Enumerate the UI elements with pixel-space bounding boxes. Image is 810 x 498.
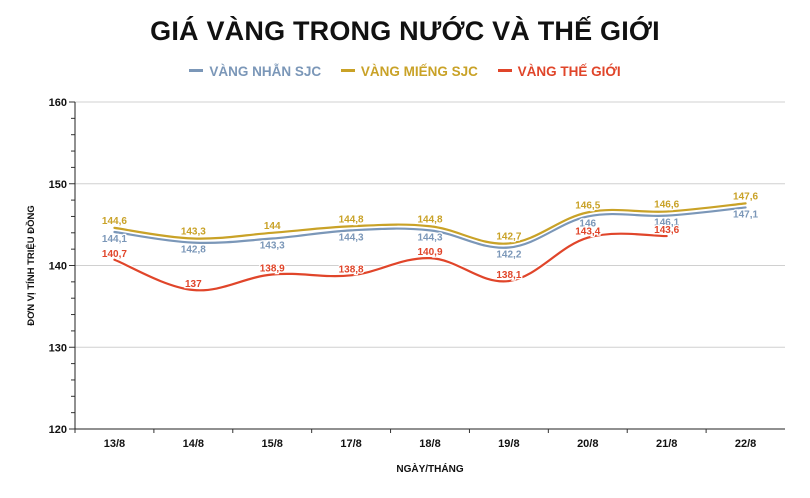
x-tick-label: 21/8 (656, 438, 677, 450)
x-tick-label: 19/8 (498, 438, 519, 450)
data-label: 143,6 (654, 225, 679, 236)
data-label: 144,8 (417, 214, 442, 225)
data-label: 144,6 (102, 216, 127, 227)
y-tick-label: 160 (49, 97, 67, 109)
y-tick-label: 130 (49, 342, 67, 354)
x-tick-label: 18/8 (419, 438, 440, 450)
legend-item-mieng-sjc: VÀNG MIẾNG SJC (340, 64, 478, 79)
x-tick-label: 14/8 (183, 438, 204, 450)
x-axis-title: NGÀY/THÁNG (396, 462, 463, 475)
data-label: 142,8 (181, 245, 206, 256)
data-label: 140,9 (417, 247, 442, 258)
chart-title: GIÁ VÀNG TRONG NƯỚC VÀ THẾ GIỚI (150, 16, 660, 46)
x-tick-label: 22/8 (735, 438, 756, 450)
y-tick-label: 140 (49, 261, 67, 273)
legend-item-nhan-sjc: VÀNG NHẪN SJC (189, 64, 321, 79)
data-label: 138,1 (496, 270, 521, 281)
legend-swatch-mieng-sjc (340, 68, 355, 72)
data-label: 137 (185, 279, 202, 290)
data-label: 144 (264, 221, 281, 232)
y-tick-label: 120 (49, 424, 67, 436)
data-label: 144,8 (339, 214, 364, 225)
data-label: 138,8 (339, 264, 364, 275)
data-label: 143,3 (181, 227, 206, 238)
data-label: 146 (579, 218, 596, 229)
data-label: 144,3 (339, 232, 364, 243)
data-label: 144,3 (417, 232, 442, 243)
series-line-the-gioi (113, 232, 668, 292)
x-tick-label: 15/8 (262, 438, 283, 450)
x-tick-label: 17/8 (340, 438, 361, 450)
legend-label-nhan-sjc: VÀNG NHẪN SJC (209, 64, 322, 79)
chart-legend: VÀNG NHẪN SJC VÀNG MIẾNG SJC VÀNG THẾ GI… (0, 64, 810, 79)
data-label: 146,5 (575, 200, 600, 211)
series-line-nhan-sjc (113, 206, 747, 249)
y-axis-title: ĐƠN VỊ TÍNH TRIỆU ĐỒNG (25, 205, 37, 326)
series-line-mieng-sjc (113, 202, 747, 245)
data-label: 138,9 (260, 263, 285, 274)
data-label: 140,7 (102, 249, 127, 260)
x-tick-label: 20/8 (577, 438, 598, 450)
data-label: 146,6 (654, 200, 679, 211)
data-label: 142,2 (496, 250, 521, 261)
legend-swatch-the-gioi (497, 68, 512, 72)
legend-label-the-gioi: VÀNG THẾ GIỚI (517, 64, 621, 79)
data-label: 143,4 (575, 227, 600, 238)
legend-swatch-nhan-sjc (189, 68, 204, 72)
data-label: 144,1 (102, 234, 127, 245)
data-label: 147,1 (733, 209, 758, 220)
x-tick-label: 13/8 (104, 438, 125, 450)
data-label: 142,7 (496, 231, 521, 242)
y-tick-label: 150 (49, 179, 67, 191)
data-label: 146,1 (654, 218, 679, 229)
legend-label-mieng-sjc: VÀNG MIẾNG SJC (360, 64, 478, 79)
data-label: 147,6 (733, 191, 758, 202)
legend-item-the-gioi: VÀNG THẾ GIỚI (497, 64, 621, 79)
data-label: 143,3 (260, 241, 285, 252)
